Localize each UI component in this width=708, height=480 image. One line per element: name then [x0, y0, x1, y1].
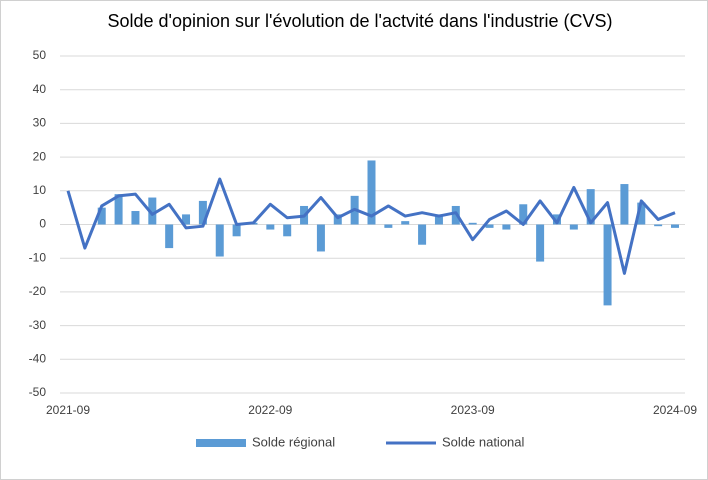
bar: [232, 224, 241, 237]
bar: [502, 224, 511, 230]
bar: [165, 224, 174, 249]
y-tick-label: -40: [29, 351, 47, 365]
bar: [468, 222, 477, 225]
x-tick-label: 2022-09: [248, 403, 292, 417]
bar: [316, 224, 325, 252]
bar: [519, 204, 528, 225]
bar: [97, 207, 106, 225]
bar: [586, 189, 595, 225]
y-tick-label: 10: [33, 183, 47, 197]
y-tick-label: 20: [33, 149, 47, 163]
bar: [418, 224, 427, 245]
y-tick-label: 30: [33, 116, 47, 130]
y-tick-label: -50: [29, 385, 47, 399]
bar: [182, 214, 191, 225]
bar: [114, 194, 123, 225]
bar: [654, 224, 663, 227]
bar: [384, 224, 393, 228]
bar: [671, 224, 679, 228]
bar: [637, 202, 646, 225]
chart-title: Solde d'opinion sur l'évolution de l'act…: [107, 11, 613, 31]
bar: [333, 214, 342, 225]
line: [66, 177, 676, 275]
y-tick-label: 50: [33, 48, 47, 62]
legend-swatch: [196, 439, 246, 447]
y-tick-label: -30: [29, 318, 47, 332]
y-tick-label: -10: [29, 250, 47, 264]
legend-label: Solde régional: [252, 434, 335, 449]
y-tick-label: 40: [33, 82, 47, 96]
bar: [266, 224, 275, 230]
bar: [131, 211, 140, 225]
bar: [603, 224, 612, 306]
x-tick-label: 2023-09: [451, 403, 495, 417]
y-tick-label: -20: [29, 284, 47, 298]
bar: [215, 224, 224, 257]
bar: [485, 224, 494, 228]
bar: [620, 184, 629, 225]
bar: [367, 160, 376, 225]
x-tick-label: 2021-09: [46, 403, 90, 417]
bar: [434, 214, 443, 225]
y-tick-label: 0: [39, 217, 46, 231]
bar: [283, 224, 292, 237]
legend-label: Solde national: [442, 434, 525, 449]
x-tick-label: 2024-09: [653, 403, 697, 417]
bar: [148, 197, 157, 225]
bar: [569, 224, 578, 230]
bar: [536, 224, 545, 262]
bar: [401, 221, 410, 225]
bar: [198, 200, 207, 225]
